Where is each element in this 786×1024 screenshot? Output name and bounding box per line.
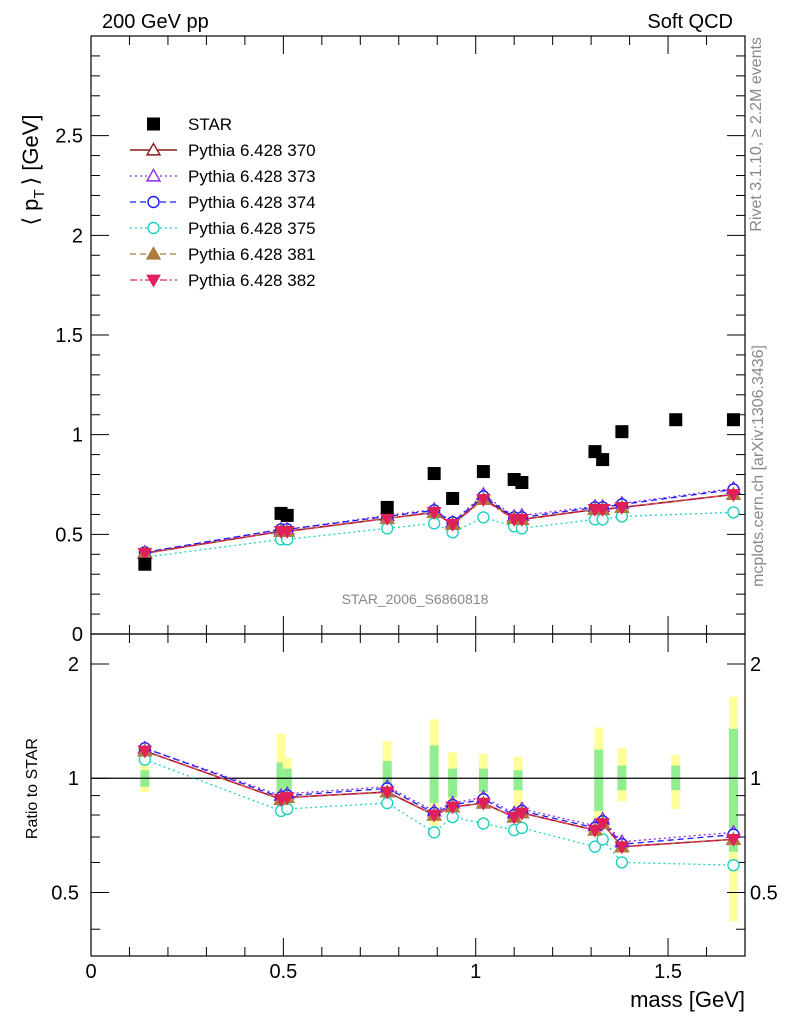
main-data-point (595, 504, 611, 517)
ratio-data-point (596, 833, 609, 846)
ratio-y-tick-label: 0.5 (51, 882, 79, 904)
main-y-tick-label: 0 (72, 624, 83, 646)
ratio-y-axis-label: Ratio to STAR (24, 738, 41, 839)
legend-label: Pythia 6.428 381 (188, 245, 316, 264)
ratio-y-tick-label-right: 2 (750, 654, 761, 676)
star-data-point (615, 425, 629, 439)
star-data-point (726, 413, 740, 427)
y-axis-label-open: ⟨ p (18, 199, 43, 226)
star-data-point (446, 491, 460, 505)
main-y-tick-label: 1 (72, 425, 83, 447)
x-tick-label: 0.5 (269, 961, 297, 983)
uncertainty-band-inner (513, 770, 523, 791)
main-data-point (279, 525, 295, 539)
legend-label: Pythia 6.428 382 (188, 271, 316, 290)
ratio-data-point (137, 745, 153, 759)
header-right: Soft QCD (647, 11, 733, 33)
ratio-data-point (587, 824, 603, 838)
main-y-tick-label: 2 (72, 225, 83, 247)
ratio-y-tick-label: 2 (68, 654, 79, 676)
legend-marker (147, 195, 160, 209)
y-axis-label-close: ⟩ [GeV] (18, 114, 43, 185)
ratio-data-point (445, 801, 460, 815)
star-data-point (280, 508, 294, 522)
star-data-point (669, 413, 683, 427)
y-axis-label: ⟨ pT ⟩ [GeV] (18, 114, 48, 225)
ratio-data-point (726, 834, 741, 847)
main-data-point (445, 518, 460, 532)
main-data-point (137, 547, 153, 561)
main-y-tick-label: 0.5 (55, 524, 83, 546)
ratio-y-tick-label: 1 (68, 768, 79, 790)
legend-label: STAR (188, 115, 232, 134)
ratio-data-point (614, 841, 630, 855)
ratio-panel: 0.5 0.5 1 1 2 2 0 0.5 1 1.5 (51, 633, 778, 983)
x-tick-label: 1 (470, 961, 481, 983)
main-panel: 0 0.5 1 1.5 2 2.5 (55, 35, 746, 646)
legend-marker (147, 117, 160, 131)
star-data-point (515, 476, 529, 490)
uncertainty-band-inner (282, 768, 292, 802)
ratio-y-tick-label-right: 0.5 (750, 882, 778, 904)
legend-marker (145, 246, 162, 260)
star-data-point (476, 465, 490, 479)
ratio-data-point (615, 856, 629, 869)
uncertainty-band-inner (429, 745, 439, 804)
legend-label: Pythia 6.428 374 (188, 193, 316, 212)
ratio-data-point (588, 840, 602, 853)
legend-label: Pythia 6.428 375 (188, 219, 316, 238)
y-axis-label-sub: T (31, 189, 48, 198)
uncertainty-band-inner (728, 728, 738, 852)
ratio-data-point (426, 809, 442, 823)
main-data-point (514, 514, 530, 527)
main-y-tick-label: 2.5 (55, 126, 83, 148)
ratio-data-point (279, 792, 295, 805)
main-y-tick-label: 1.5 (55, 325, 83, 347)
ratio-data-point (595, 818, 611, 831)
ratio-data-point (379, 786, 395, 800)
legend-marker (145, 142, 162, 156)
x-tick-label: 0 (85, 961, 96, 983)
uncertainty-band-inner (448, 768, 458, 798)
ratio-data-point (506, 811, 522, 825)
legend-marker (146, 274, 161, 288)
mcplots-label: mcplots.cern.ch [arXiv:1306.3436] (750, 345, 767, 587)
uncertainty-band-inner (276, 762, 286, 807)
ratio-data-point (476, 797, 491, 811)
uncertainty-band-inner (478, 768, 488, 792)
uncertainty-band-inner (594, 749, 604, 811)
ratio-y-tick-label-right: 1 (750, 768, 761, 790)
main-data-point (614, 502, 630, 515)
main-data-point (426, 507, 442, 520)
main-data-point (726, 489, 741, 502)
rivet-label: Rivet 3.1.10, ≥ 2.2M events (748, 37, 765, 232)
ratio-data-point (281, 802, 294, 816)
legend-label: Pythia 6.428 370 (188, 141, 316, 160)
star-data-point (138, 557, 152, 571)
x-tick-label: 1.5 (654, 961, 682, 983)
star-data-point (427, 467, 441, 481)
ratio-frame (90, 633, 746, 957)
legend-label: Pythia 6.428 373 (188, 167, 316, 186)
x-axis-label: mass [GeV] (630, 987, 745, 1012)
ratio-data-point (477, 817, 490, 830)
ratio-data-point (514, 807, 530, 821)
main-data-point (476, 494, 491, 507)
star-data-point (380, 500, 394, 514)
legend-marker (147, 221, 160, 235)
watermark: STAR_2006_S6860818 (342, 591, 489, 607)
star-data-point (596, 453, 610, 467)
header-left: 200 GeV pp (102, 11, 209, 33)
ratio-data-point (427, 826, 441, 839)
ratio-data-point (515, 821, 529, 835)
main-data-point (477, 511, 490, 524)
legend-marker (145, 168, 162, 182)
legend: STAR Pythia 6.428 370 Pythia 6.428 373 Pyth… (130, 115, 316, 290)
ratio-data-point (727, 858, 740, 872)
main-data-point (727, 506, 740, 519)
